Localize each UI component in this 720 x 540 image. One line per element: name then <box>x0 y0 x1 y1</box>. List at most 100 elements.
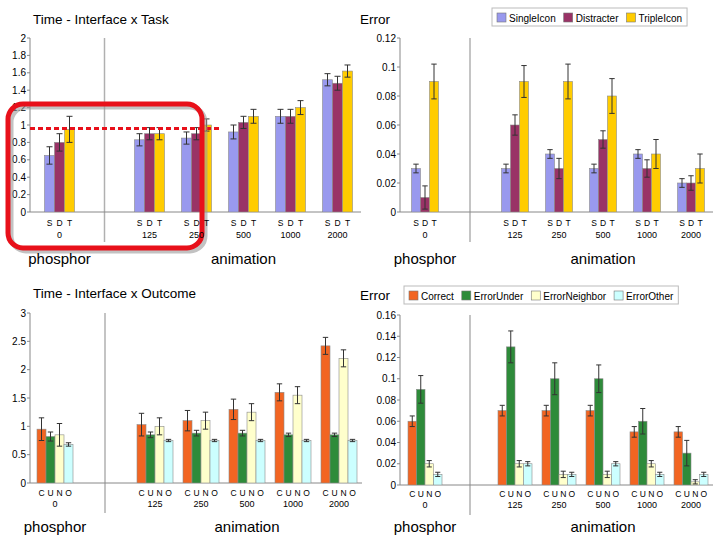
error-line <box>288 433 289 436</box>
bar <box>564 82 573 213</box>
x-tick-label: 250 <box>189 230 204 240</box>
error-cap <box>517 466 522 467</box>
error-cap <box>693 479 698 480</box>
y-tick <box>397 442 400 443</box>
error-cap <box>503 172 508 173</box>
bar-letter: U <box>418 489 424 499</box>
error-line <box>642 409 643 435</box>
legend-label: TripleIcon <box>639 13 683 24</box>
error-cap <box>701 476 706 477</box>
bar <box>348 441 357 484</box>
bar-letter: U <box>684 489 690 499</box>
bar <box>546 154 555 212</box>
error-bar <box>679 179 684 188</box>
bar-letter: C <box>675 489 681 499</box>
bar-letter: N <box>692 489 698 499</box>
error-bar <box>295 387 300 404</box>
legend-swatch <box>531 291 540 300</box>
error-cap <box>67 116 73 117</box>
y-tick-label: 1 <box>20 120 26 131</box>
y-tick <box>397 67 400 68</box>
error-bar <box>350 439 355 441</box>
x-tick-label: 2000 <box>681 230 701 240</box>
error-bar <box>632 427 637 438</box>
error-line <box>49 147 50 164</box>
error-cap <box>688 190 693 191</box>
x-tick-label: 250 <box>551 500 566 510</box>
error-cap <box>323 337 328 338</box>
bar-letter: O <box>700 489 707 499</box>
error-cap <box>544 405 549 406</box>
bar-letter: N <box>294 488 300 498</box>
error-line <box>527 462 528 466</box>
error-cap <box>588 415 593 416</box>
error-line <box>343 350 344 367</box>
bar-letter: T <box>565 218 570 228</box>
bar-letter: S <box>278 218 284 228</box>
error-line <box>437 472 438 476</box>
y-tick-label: 0.02 <box>377 458 397 469</box>
error-cap <box>512 114 517 115</box>
error-line <box>634 427 635 438</box>
bar <box>612 464 621 485</box>
bar <box>146 435 155 483</box>
error-cap <box>249 403 254 404</box>
bar-letter: N <box>648 489 654 499</box>
error-cap <box>139 435 144 436</box>
bar-letter: U <box>508 489 514 499</box>
error-cap <box>596 364 601 365</box>
plot-area <box>408 331 708 485</box>
y-tick-label: 0.1 <box>382 62 396 73</box>
x-tick-label: 500 <box>595 500 610 510</box>
error-bar <box>341 350 346 367</box>
error-bar <box>644 160 649 177</box>
y-tick <box>397 125 400 126</box>
bar-letter: O <box>303 488 310 498</box>
error-cap <box>544 415 549 416</box>
error-line <box>347 65 348 77</box>
bar-letter: T <box>521 218 526 228</box>
chart-title: Error <box>360 12 391 27</box>
y-tick-label: 0.06 <box>377 120 397 131</box>
bar <box>595 379 604 485</box>
bar-letter: D <box>644 218 650 228</box>
error-bar <box>157 418 162 435</box>
y-tick <box>27 454 30 455</box>
error-cap <box>640 408 645 409</box>
legend-swatch <box>614 291 623 300</box>
chart-title: Time - Interface x Outcome <box>33 286 196 301</box>
reference-line <box>30 127 220 130</box>
y-tick-label: 1 <box>20 421 26 432</box>
bar-letter: S <box>231 218 237 228</box>
error-cap <box>693 483 698 484</box>
error-cap <box>418 403 423 404</box>
error-cap <box>350 441 355 442</box>
y-tick <box>397 463 400 464</box>
x-tick-label: 0 <box>52 499 57 509</box>
error-line <box>59 424 60 447</box>
error-line <box>651 461 652 467</box>
bar <box>408 421 417 485</box>
error-cap <box>653 168 658 169</box>
error-cap <box>157 417 162 418</box>
bar <box>284 435 293 483</box>
error-line <box>434 64 435 99</box>
bar-letter: T <box>609 218 614 228</box>
group-label: animation <box>570 518 635 535</box>
y-tick <box>27 313 30 314</box>
error-cap <box>525 465 530 466</box>
error-line <box>69 116 70 142</box>
bar-letter: O <box>568 489 575 499</box>
error-line <box>416 164 417 173</box>
error-cap <box>609 78 614 79</box>
y-tick-label: 2 <box>20 33 26 44</box>
bar <box>135 140 145 212</box>
error-cap <box>588 405 593 406</box>
bar-letter: C <box>499 489 505 499</box>
y-tick <box>397 38 400 39</box>
error-cap <box>184 131 190 132</box>
error-cap <box>413 164 418 165</box>
y-tick-label: 0.06 <box>377 416 397 427</box>
error-cap <box>422 209 427 210</box>
error-bar <box>332 433 337 436</box>
